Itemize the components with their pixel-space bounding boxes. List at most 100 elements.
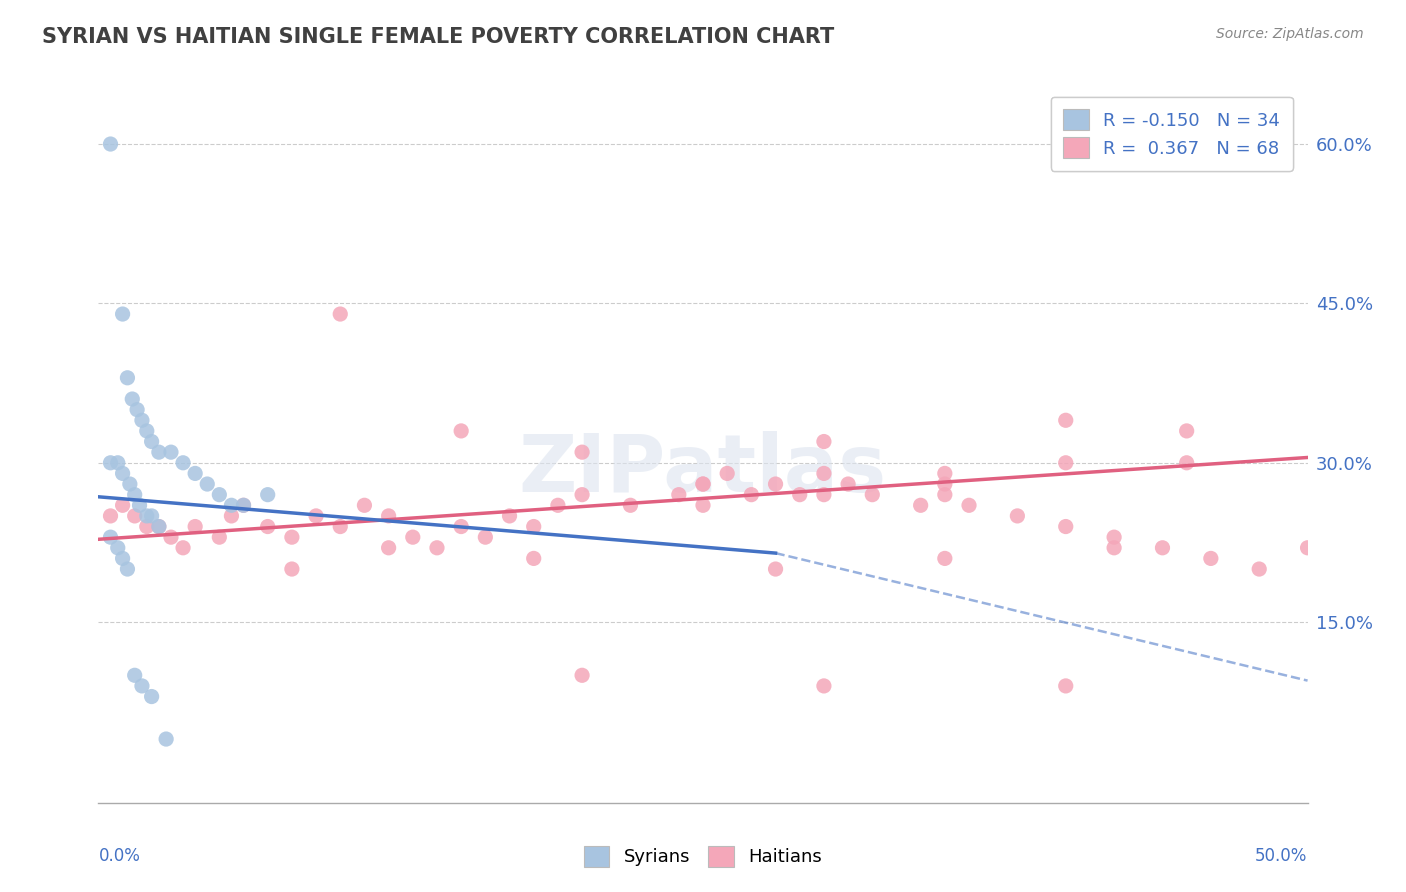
Point xyxy=(111,467,134,481)
Point xyxy=(131,413,153,427)
Point xyxy=(124,668,146,682)
Point xyxy=(1054,679,1077,693)
Point xyxy=(1175,424,1198,438)
Point xyxy=(740,488,762,502)
Point xyxy=(148,445,170,459)
Point xyxy=(450,519,472,533)
Point xyxy=(692,498,714,512)
Point xyxy=(474,530,496,544)
Point xyxy=(111,307,134,321)
Point xyxy=(107,541,129,555)
Point xyxy=(184,467,207,481)
Point xyxy=(100,508,122,523)
Point xyxy=(131,679,153,693)
Point xyxy=(813,434,835,449)
Point xyxy=(813,467,835,481)
Point xyxy=(111,498,134,512)
Point xyxy=(1152,541,1174,555)
Point xyxy=(117,371,139,385)
Point xyxy=(692,477,714,491)
Point xyxy=(135,508,157,523)
Point xyxy=(716,467,738,481)
Point xyxy=(305,508,328,523)
Text: 50.0%: 50.0% xyxy=(1256,847,1308,865)
Point xyxy=(377,508,399,523)
Point xyxy=(571,668,593,682)
Point xyxy=(1249,562,1271,576)
Point xyxy=(172,456,194,470)
Point xyxy=(789,488,811,502)
Point xyxy=(1102,541,1125,555)
Point xyxy=(128,498,150,512)
Point xyxy=(402,530,425,544)
Point xyxy=(547,498,569,512)
Point xyxy=(148,519,170,533)
Point xyxy=(910,498,932,512)
Point xyxy=(281,562,304,576)
Point xyxy=(100,136,122,151)
Point xyxy=(353,498,375,512)
Point xyxy=(141,508,163,523)
Point xyxy=(208,488,231,502)
Text: Source: ZipAtlas.com: Source: ZipAtlas.com xyxy=(1216,27,1364,41)
Point xyxy=(256,519,278,533)
Point xyxy=(124,488,146,502)
Point xyxy=(692,477,714,491)
Point xyxy=(498,508,520,523)
Point xyxy=(195,477,218,491)
Point xyxy=(208,530,231,544)
Point xyxy=(1054,456,1077,470)
Point xyxy=(1007,508,1029,523)
Point xyxy=(934,477,956,491)
Point xyxy=(1054,413,1077,427)
Point xyxy=(135,424,157,438)
Point xyxy=(377,541,399,555)
Point xyxy=(121,392,143,406)
Point xyxy=(571,488,593,502)
Text: SYRIAN VS HAITIAN SINGLE FEMALE POVERTY CORRELATION CHART: SYRIAN VS HAITIAN SINGLE FEMALE POVERTY … xyxy=(42,27,834,46)
Point xyxy=(107,456,129,470)
Point xyxy=(837,477,859,491)
Point xyxy=(160,530,183,544)
Point xyxy=(571,445,593,459)
Point xyxy=(221,498,243,512)
Point xyxy=(118,477,141,491)
Point xyxy=(1054,519,1077,533)
Point xyxy=(172,541,194,555)
Point xyxy=(111,551,134,566)
Point xyxy=(127,402,149,417)
Point xyxy=(957,498,980,512)
Text: 0.0%: 0.0% xyxy=(98,847,141,865)
Text: ZIPatlas: ZIPatlas xyxy=(519,432,887,509)
Legend: Syrians, Haitians: Syrians, Haitians xyxy=(576,838,830,874)
Point xyxy=(934,488,956,502)
Point xyxy=(934,467,956,481)
Point xyxy=(668,488,690,502)
Point xyxy=(135,519,157,533)
Point xyxy=(256,488,278,502)
Point xyxy=(1199,551,1222,566)
Point xyxy=(221,508,243,523)
Point xyxy=(329,519,352,533)
Point xyxy=(1102,530,1125,544)
Point xyxy=(426,541,449,555)
Point xyxy=(523,519,546,533)
Point xyxy=(934,551,956,566)
Point xyxy=(1175,456,1198,470)
Point xyxy=(813,679,835,693)
Point xyxy=(813,488,835,502)
Point xyxy=(148,519,170,533)
Point xyxy=(232,498,254,512)
Point xyxy=(765,477,787,491)
Point xyxy=(141,690,163,704)
Point xyxy=(100,456,122,470)
Point xyxy=(160,445,183,459)
Point xyxy=(329,307,352,321)
Point xyxy=(124,508,146,523)
Point xyxy=(184,519,207,533)
Point xyxy=(619,498,641,512)
Point xyxy=(155,732,177,747)
Point xyxy=(141,434,163,449)
Point xyxy=(765,562,787,576)
Point xyxy=(523,551,546,566)
